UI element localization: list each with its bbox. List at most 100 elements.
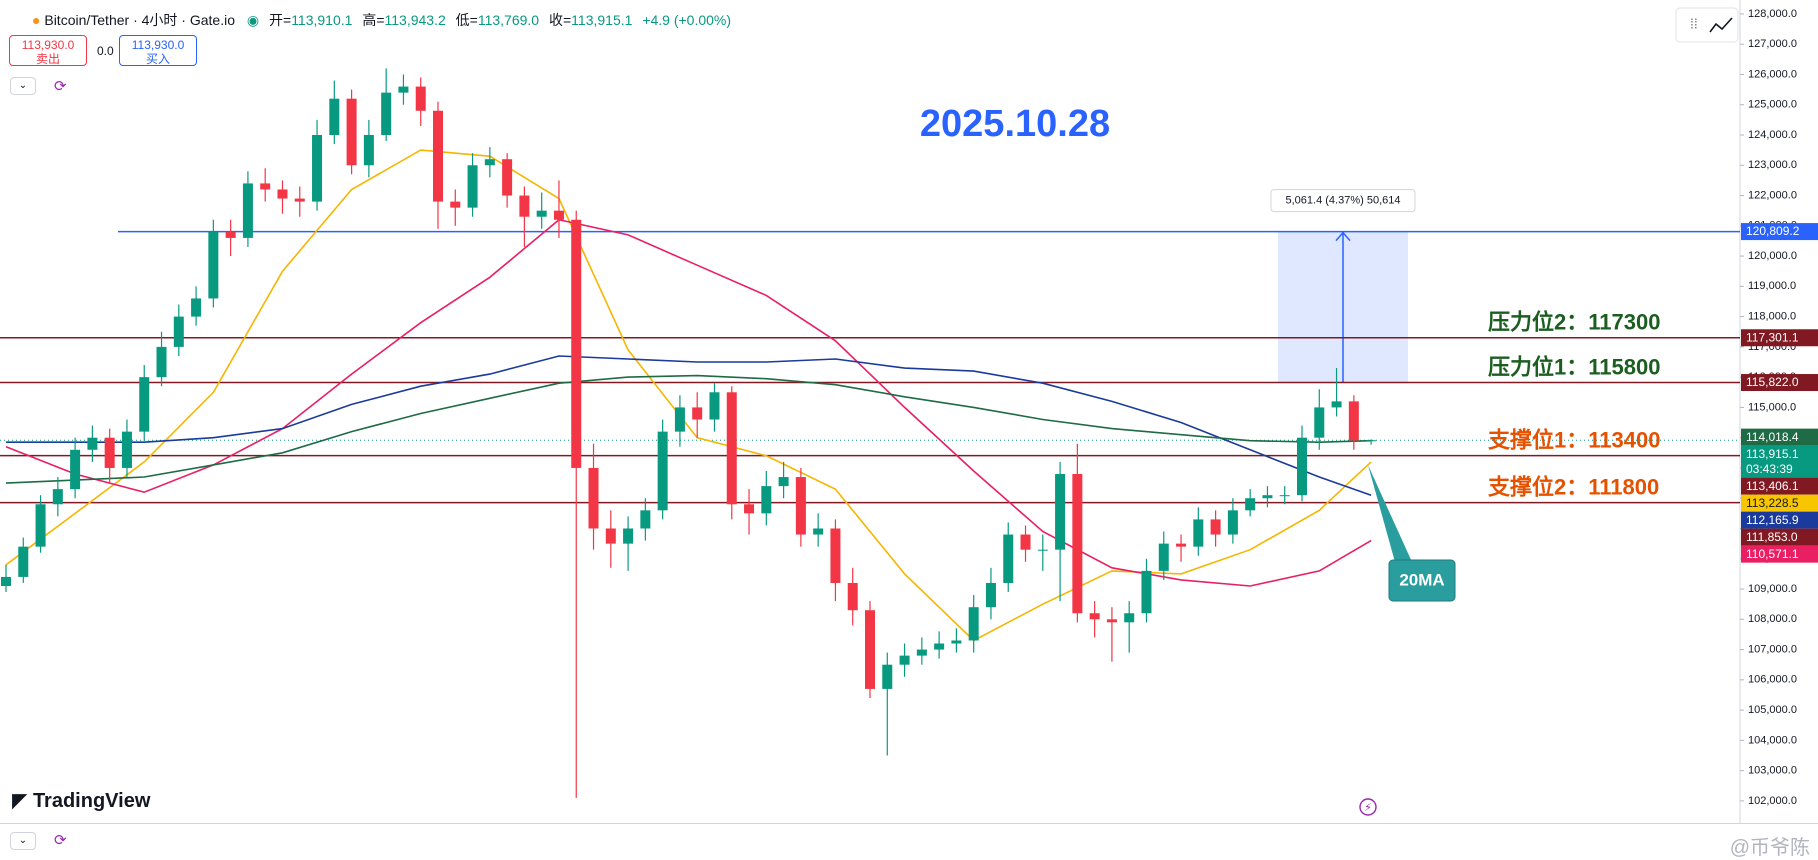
ohlc-value: 113,915.1 [571,12,633,28]
candle-body [1124,613,1135,623]
candle-body [70,449,81,490]
refresh-icon[interactable]: ⟳ [54,832,67,849]
candle-body [571,219,582,468]
candle-body [156,346,167,378]
y-tick-label: 120,000.0 [1748,250,1797,262]
chart-title: 2025.10.28 [920,103,1110,145]
logo: ◤ TradingView [12,790,151,812]
annotation: 支撑位2：111800 [1488,474,1659,499]
drag-icon: ⁞⁞ [1690,16,1698,32]
ohlc-label: 收= [548,12,572,28]
annotation: 压力位2：117300 [1488,310,1660,335]
price-tag [1741,329,1818,347]
y-tick-label: 123,000.0 [1748,159,1797,171]
y-tick-label: 124,000.0 [1748,129,1797,141]
candle-body [87,437,98,450]
ohlc-value: 113,943.2 [384,12,446,28]
candle-body [553,210,564,220]
candle-body [1055,474,1066,550]
candle-body [985,582,996,608]
candle-body [692,407,703,420]
y-tick-label: 105,000.0 [1748,704,1797,716]
buy-button[interactable]: 113,930.0 买入 [119,35,197,66]
lightning-glyph: ⚡ [1364,802,1372,814]
candle-body [951,640,962,644]
candle-body [1297,437,1307,496]
chart: ⁞⁞ ⚡ 102,000.0 103,000.0 104,000.0 105,000.… [0,0,1818,823]
candle-body [865,610,875,689]
candle-body [657,431,668,511]
y-tick-label: 125,000.0 [1748,99,1797,111]
candle-body [916,649,927,656]
candle-body [1176,543,1187,547]
price-tag [1741,511,1818,529]
y-tick-label: 119,000.0 [1748,280,1796,292]
price-tag-label: 110,571.1 [1746,547,1799,561]
buy-label: 买入 [145,52,170,66]
candle-body [18,546,29,577]
price-tag [1741,428,1818,446]
y-tick-label: 115,000.0 [1748,401,1796,413]
tool-button[interactable] [1675,7,1739,43]
candle-body [968,607,979,641]
candle-body [277,189,288,199]
candle-body [761,486,772,514]
candle-body [294,198,305,202]
candle-body [709,392,720,420]
candle-body [1262,495,1273,499]
candle-body [208,231,219,299]
buy-price: 113,930.0 [131,38,185,52]
candle-body [1314,407,1325,438]
candle-body [121,431,132,468]
y-tick-label: 106,000.0 [1748,674,1797,686]
candle-body [173,316,184,347]
lightning-icon[interactable] [1359,798,1377,816]
price-tag-label: 114,018.4 [1746,430,1799,444]
candle-body [899,655,910,665]
ohlc-label: 高= [362,12,385,28]
candle-body [381,92,392,135]
y-tick-label: 122,000.0 [1748,189,1797,201]
symbol-header: ● Bitcoin/Tether · 4小时 · Gate.io ◉ 开=113… [32,10,731,30]
candle-body [1,576,11,586]
candle-body [1158,543,1169,571]
y-tick-label: 109,000.0 [1748,583,1797,595]
status-dot: ◉ [246,12,260,28]
candle-body [1245,498,1256,511]
candle-body [726,392,737,505]
candle-body [312,134,323,202]
callout-box [1388,559,1456,602]
refresh-icon[interactable]: ⟳ [54,78,67,95]
candle-body [467,165,478,208]
candle-body [1072,474,1083,614]
collapse-button[interactable]: ⌄ [10,77,36,95]
candle-body [104,437,115,468]
countdown: 03:43:39 [1746,462,1793,476]
y-tick-label: 128,000.0 [1748,8,1797,20]
sell-button[interactable]: 113,930.0 卖出 [9,35,87,66]
candle-body [1279,495,1290,497]
price-tag-label: 117,301.1 [1746,330,1799,344]
candle-body [363,134,374,166]
candle-body [415,86,426,111]
candle-body [640,510,651,529]
candle-body [1331,401,1342,408]
candle-body [242,183,253,238]
y-tick-label: 118,000.0 [1748,311,1796,323]
price-tag-label: 113,406.1 [1746,479,1799,493]
candle-body [1210,519,1221,535]
ohlc-value: 113,769.0 [477,12,540,28]
candle-body [623,528,634,544]
candle-body [346,98,357,166]
moving-average [5,218,1372,587]
candle-body [1020,534,1031,550]
collapse-button[interactable]: ⌄ [10,832,36,850]
y-tick-label: 104,000.0 [1748,734,1797,746]
watermark: @币爷陈 [1729,837,1810,859]
price-tag [1741,445,1818,478]
candle-body [398,86,409,93]
candle-body [35,504,46,547]
price-tag [1741,223,1818,241]
annotation: 支撑位1：113400 [1488,427,1660,452]
candle-body [882,664,893,689]
